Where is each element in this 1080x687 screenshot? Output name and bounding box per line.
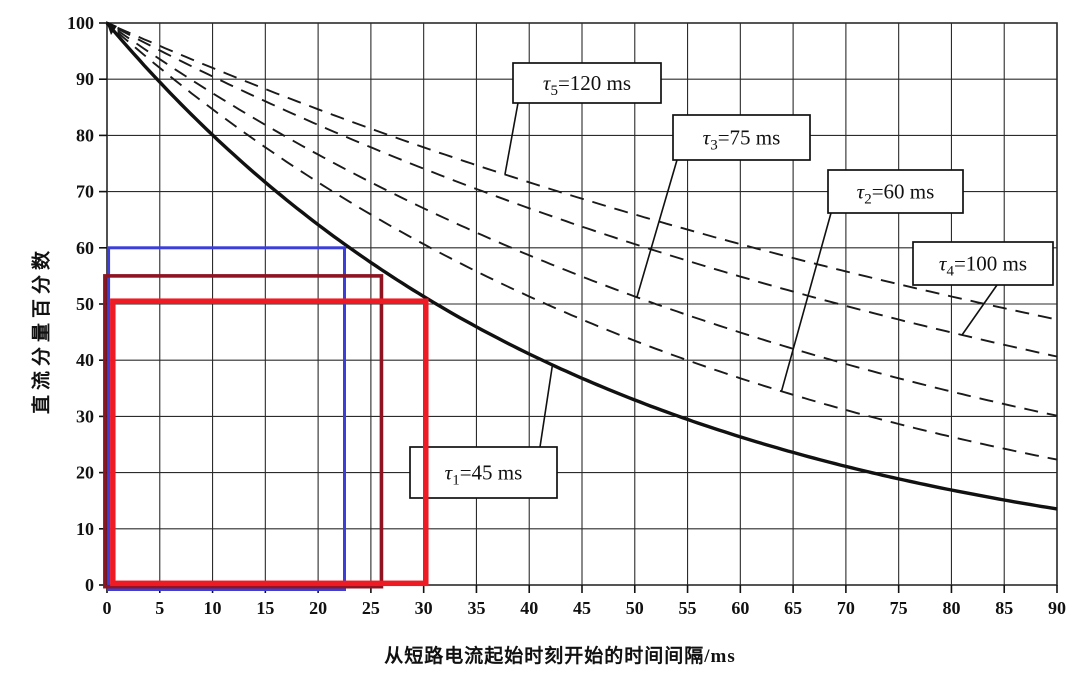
callout-label: τ4=100 ms	[939, 252, 1027, 280]
x-tick-label: 65	[784, 598, 802, 618]
x-tick-label: 0	[103, 598, 112, 618]
callout-leader-line	[780, 212, 832, 392]
curve-tau2	[116, 31, 1058, 461]
x-tick-label: 10	[204, 598, 222, 618]
y-tick-label: 10	[76, 519, 94, 539]
x-tick-label: 85	[995, 598, 1013, 618]
axis-ticks	[99, 22, 1058, 593]
tick-labels: 0 5 10 15 20 25 30 35 40 45 50 55 60 65 70 75 80 85 90 0 10 2…	[67, 13, 1066, 618]
x-tick-label: 25	[362, 598, 380, 618]
callout-tau4: τ4=100 ms	[912, 241, 1054, 336]
y-tick-label: 50	[76, 294, 94, 314]
callout-leader-line	[961, 284, 998, 336]
callout-tau1: τ1=45 ms	[409, 364, 558, 499]
callout-label: τ5=120 ms	[543, 71, 631, 99]
curve-tau5	[117, 26, 1058, 321]
callout-box	[912, 241, 1054, 286]
red-rectangle	[110, 298, 429, 587]
x-tick-label: 45	[573, 598, 591, 618]
x-tick-label: 60	[731, 598, 749, 618]
x-tick-label: 5	[155, 598, 164, 618]
callout-tau3: τ3=75 ms	[636, 114, 811, 298]
y-tick-label: 20	[76, 463, 94, 483]
x-tick-label: 70	[837, 598, 855, 618]
curve-tau4	[117, 27, 1058, 358]
y-tick-label: 80	[76, 125, 94, 145]
callout-label: τ1=45 ms	[445, 461, 523, 489]
y-tick-label: 40	[76, 350, 94, 370]
y-tick-label: 0	[85, 575, 94, 595]
callout-box	[672, 114, 811, 161]
x-tick-label: 20	[309, 598, 327, 618]
callout-leader-line	[636, 159, 678, 298]
y-axis-title: 直流分量百分数	[31, 245, 53, 415]
callout-label: τ2=60 ms	[857, 180, 935, 208]
x-tick-label: 40	[520, 598, 538, 618]
curve-tau1	[105, 21, 1058, 511]
x-tick-label: 90	[1048, 598, 1066, 618]
x-tick-label: 55	[679, 598, 697, 618]
callout-box	[409, 446, 558, 499]
blue-rectangle	[107, 246, 347, 591]
curve-tau3	[117, 29, 1058, 417]
x-tick-label: 15	[256, 598, 274, 618]
origin-arrowhead	[106, 21, 117, 35]
x-tick-label: 75	[890, 598, 908, 618]
y-tick-label: 60	[76, 238, 94, 258]
callout-leader-line	[539, 364, 554, 448]
x-tick-label: 50	[626, 598, 644, 618]
callout-leader-line	[504, 102, 519, 175]
grid-lines	[106, 22, 1058, 586]
y-tick-label: 30	[76, 406, 94, 426]
x-tick-label: 35	[467, 598, 485, 618]
callout-tau2: τ2=60 ms	[780, 169, 964, 392]
x-axis-title: 从短路电流起始时刻开始的时间间隔/ms	[384, 646, 736, 667]
callout-label: τ3=75 ms	[703, 126, 781, 154]
y-tick-label: 70	[76, 182, 94, 202]
dark-red-rectangle	[103, 274, 384, 589]
y-tick-label: 90	[76, 69, 94, 89]
x-tick-label: 30	[415, 598, 433, 618]
x-tick-label: 80	[942, 598, 960, 618]
y-tick-label: 100	[67, 13, 94, 33]
callout-tau5: τ5=120 ms	[504, 62, 662, 175]
callout-box	[512, 62, 662, 104]
callout-box	[827, 169, 964, 214]
